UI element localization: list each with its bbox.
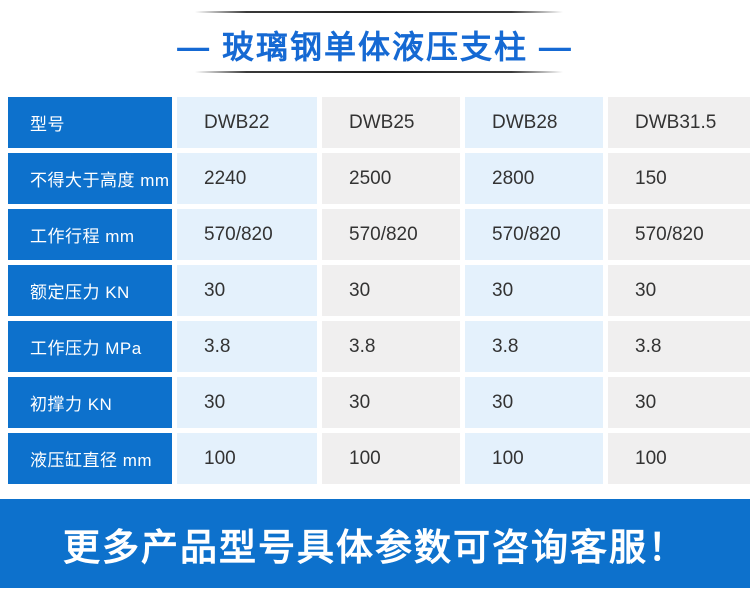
divider-line-top (195, 11, 563, 13)
column-header-dwb22: DWB22 (177, 97, 317, 148)
table-cell: 3.8 (608, 321, 750, 372)
row-label-cylinder-diameter: 液压缸直径 mm (8, 433, 172, 484)
row-label-initial-support-force: 初撑力 KN (8, 377, 172, 428)
divider-line-bottom (195, 71, 563, 73)
footer-banner-text: 更多产品型号具体参数可咨询客服！ (63, 526, 687, 568)
table-cell: 570/820 (177, 209, 317, 260)
table-cell: 100 (322, 433, 460, 484)
row-label-rated-pressure: 额定压力 KN (8, 265, 172, 316)
table-cell: 3.8 (177, 321, 317, 372)
table-cell: 100 (177, 433, 317, 484)
table-cell: 30 (322, 377, 460, 428)
table-cell: 30 (465, 265, 603, 316)
table-corner-label: 型号 (8, 97, 172, 148)
footer-banner: 更多产品型号具体参数可咨询客服！ (0, 499, 750, 588)
table-cell: 570/820 (465, 209, 603, 260)
table-cell: 570/820 (608, 209, 750, 260)
table-cell: 100 (465, 433, 603, 484)
table-cell: 100 (608, 433, 750, 484)
table-cell: 30 (322, 265, 460, 316)
page-title: — 玻璃钢单体液压支柱 — (177, 29, 573, 65)
table-cell: 570/820 (322, 209, 460, 260)
table-cell: 2500 (322, 153, 460, 204)
table-cell: 2240 (177, 153, 317, 204)
column-header-dwb25: DWB25 (322, 97, 460, 148)
row-label-working-stroke: 工作行程 mm (8, 209, 172, 260)
table-cell: 2800 (465, 153, 603, 204)
row-label-working-pressure: 工作压力 MPa (8, 321, 172, 372)
table-cell: 3.8 (465, 321, 603, 372)
table-cell: 30 (177, 265, 317, 316)
spec-table: 型号 DWB22 DWB25 DWB28 DWB31.5 不得大于高度 mm 2… (8, 97, 750, 484)
table-cell: 30 (608, 377, 750, 428)
row-label-max-height: 不得大于高度 mm (8, 153, 172, 204)
table-cell: 30 (465, 377, 603, 428)
column-header-dwb28: DWB28 (465, 97, 603, 148)
page-header: — 玻璃钢单体液压支柱 — (0, 0, 750, 97)
table-cell: 3.8 (322, 321, 460, 372)
column-header-dwb31-5: DWB31.5 (608, 97, 750, 148)
table-cell: 30 (608, 265, 750, 316)
table-cell: 30 (177, 377, 317, 428)
table-cell: 150 (608, 153, 750, 204)
